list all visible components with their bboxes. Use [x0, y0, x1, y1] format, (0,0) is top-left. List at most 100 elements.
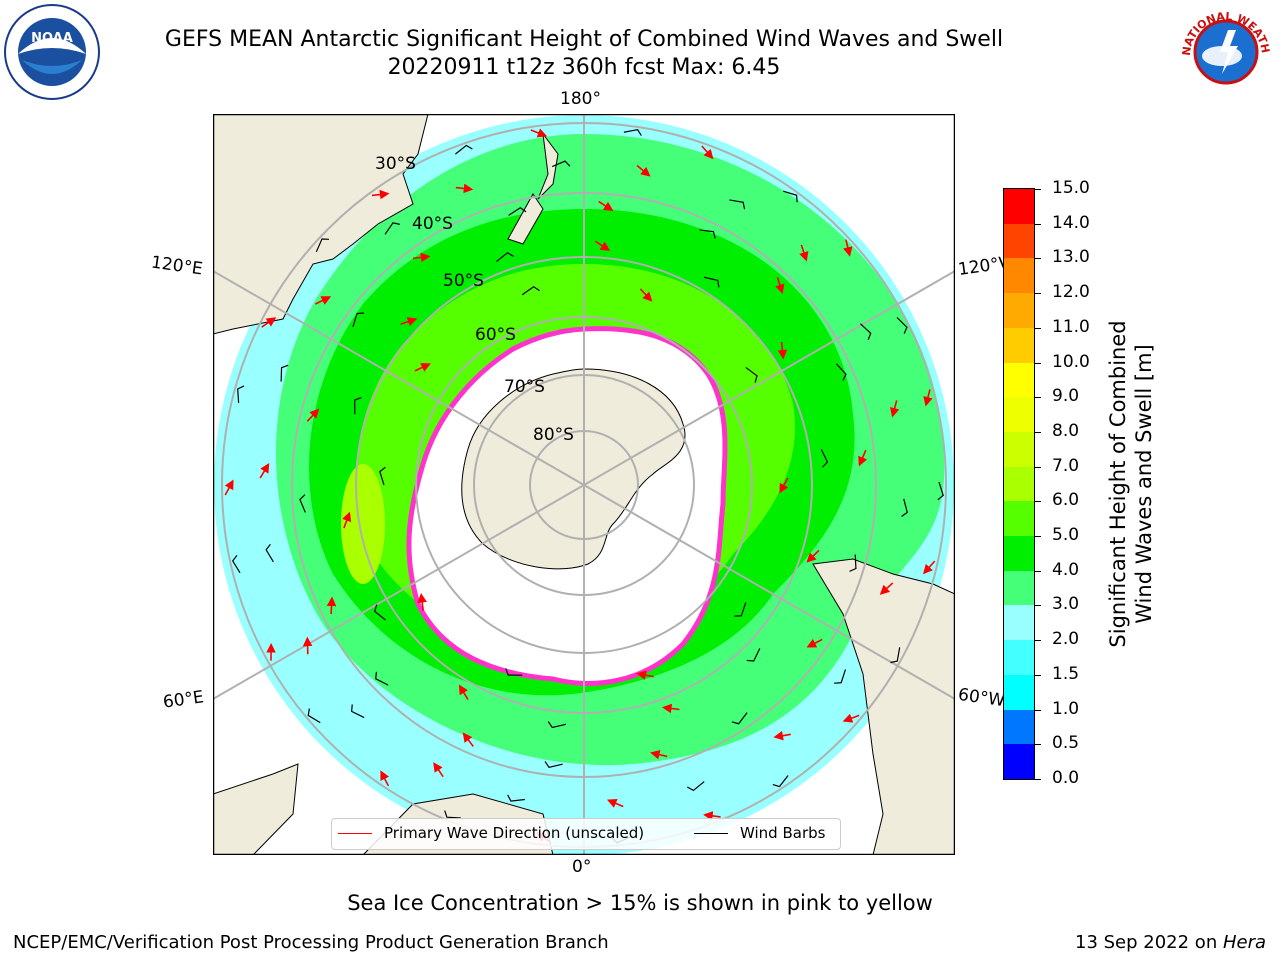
- lat-label-80: 80°S: [533, 425, 574, 445]
- wave-direction-arrow: [594, 240, 611, 251]
- wave-direction-arrow: [433, 762, 444, 778]
- wind-barb: [820, 449, 829, 468]
- colorbar-tick-mark: [1034, 431, 1041, 433]
- wind-barb: [379, 466, 386, 486]
- wind-barb: [352, 312, 365, 328]
- wind-barb: [772, 775, 789, 788]
- colorbar-segment: [1004, 431, 1034, 467]
- land-madagascar: [213, 763, 299, 855]
- wind-barb: [307, 708, 321, 724]
- colorbar-tick-mark: [1034, 570, 1041, 572]
- colorbar-tick-label: 12.0: [1052, 282, 1090, 303]
- wind-barb: [384, 222, 400, 235]
- colorbar-segment: [1004, 292, 1034, 328]
- colorbar-tick-mark: [1034, 223, 1041, 225]
- wind-barb: [687, 781, 705, 792]
- colorbar-tick-label: 7.0: [1052, 455, 1080, 476]
- colorbar-tick-label: 0.5: [1052, 733, 1080, 754]
- wind-barb: [265, 543, 274, 563]
- legend-wave-swatch: [338, 832, 372, 834]
- colorbar-tick-mark: [1034, 258, 1041, 260]
- wave-direction-arrow: [777, 341, 788, 360]
- colorbar-tick-label: 6.0: [1052, 490, 1080, 511]
- wind-barb: [547, 721, 567, 729]
- wave-direction-arrow: [306, 408, 320, 422]
- lat-label-70: 70°S: [504, 377, 545, 397]
- wind-barb: [299, 494, 306, 513]
- map-legend: Primary Wave Direction (unscaled) Wind B…: [331, 818, 841, 850]
- legend-item-wind: Wind Barbs: [694, 824, 825, 842]
- wind-barb: [315, 238, 330, 253]
- colorbar-segment: [1004, 743, 1034, 779]
- wave-direction-arrow: [598, 200, 614, 212]
- wind-barb: [350, 704, 365, 719]
- wave-direction-arrow: [326, 596, 337, 615]
- wave-direction-arrow: [650, 749, 668, 760]
- wave-direction-arrow: [455, 183, 474, 194]
- wind-barb: [231, 554, 241, 574]
- colorbar-tick-mark: [1034, 362, 1041, 364]
- wave-direction-arrow: [412, 252, 431, 263]
- meridian-60w: [583, 484, 955, 700]
- wave-direction-arrow: [890, 400, 900, 418]
- colorbar-tick-label: 0.0: [1052, 768, 1080, 788]
- wind-barb: [544, 761, 563, 768]
- lon-label-180: 180°: [560, 89, 601, 109]
- colorbar-segment: [1004, 188, 1034, 224]
- lat-label-40: 40°S: [412, 214, 453, 234]
- wave-direction-arrow: [414, 363, 431, 372]
- colorbar-segment: [1004, 223, 1034, 259]
- wave-direction-arrow: [342, 511, 352, 529]
- polar-wave-map: 30°S 40°S 50°S 60°S 70°S 80°S: [213, 114, 955, 855]
- footer-host: Hera: [1222, 932, 1266, 953]
- colorbar-tick-mark: [1034, 779, 1041, 780]
- legend-wind-label: Wind Barbs: [740, 824, 826, 842]
- wave-field-6m-patch: [341, 464, 385, 584]
- wind-barb: [280, 364, 289, 382]
- wind-barbs: [231, 128, 944, 844]
- colorbar-segment: [1004, 709, 1034, 745]
- colorbar: [1003, 188, 1035, 780]
- colorbar-tick-label: 4.0: [1052, 559, 1080, 580]
- colorbar-tick-label: 13.0: [1052, 247, 1090, 268]
- wave-direction-arrow: [779, 477, 789, 494]
- wave-direction-arrow: [380, 770, 390, 787]
- colorbar-segment: [1004, 570, 1034, 606]
- wind-barb: [729, 199, 746, 210]
- colorbar-segment: [1004, 674, 1034, 710]
- colorbar-tick-label: 9.0: [1052, 386, 1080, 407]
- wave-direction-arrow: [371, 189, 390, 200]
- colorbar-segment: [1004, 604, 1034, 641]
- colorbar-tick-mark: [1034, 466, 1041, 468]
- wave-direction-arrow: [842, 713, 860, 723]
- colorbar-tick-label: 1.0: [1052, 698, 1080, 719]
- meridian-120w: [583, 270, 955, 486]
- wind-barb: [237, 385, 245, 403]
- colorbar-tick-label: 15.0: [1052, 178, 1090, 198]
- wave-direction-arrow: [224, 479, 234, 496]
- lon-label-60e: 60°E: [161, 687, 206, 713]
- wave-direction-arrow: [639, 288, 653, 302]
- wave-direction-arrow: [922, 560, 936, 575]
- wind-barb: [937, 481, 944, 501]
- colorbar-tick-label: 1.5: [1052, 663, 1080, 684]
- colorbar-segment: [1004, 466, 1034, 502]
- wave-direction-arrow: [261, 317, 277, 328]
- wave-direction-arrow: [314, 296, 332, 305]
- wave-direction-arrow: [636, 164, 651, 177]
- lon-label-0: 0°: [572, 857, 592, 877]
- colorbar-tick-mark: [1034, 327, 1041, 329]
- wave-direction-arrow: [636, 670, 654, 680]
- colorbar-tick-mark: [1034, 189, 1041, 190]
- colorbar-segment: [1004, 327, 1034, 363]
- chart-title: GEFS MEAN Antarctic Significant Height o…: [164, 27, 1004, 52]
- colorbar-segment: [1004, 257, 1034, 294]
- wave-direction-arrow: [806, 638, 823, 648]
- legend-item-wave: Primary Wave Direction (unscaled): [338, 824, 644, 842]
- lat-label-60: 60°S: [475, 325, 516, 345]
- wind-barb: [746, 648, 761, 662]
- colorbar-title: Significant Height of Combined Wind Wave…: [1106, 320, 1155, 647]
- footer-date-text: 13 Sep 2022 on: [1075, 932, 1223, 953]
- noaa-logo-text: NOAA: [31, 31, 73, 46]
- wave-direction-arrow: [806, 549, 820, 563]
